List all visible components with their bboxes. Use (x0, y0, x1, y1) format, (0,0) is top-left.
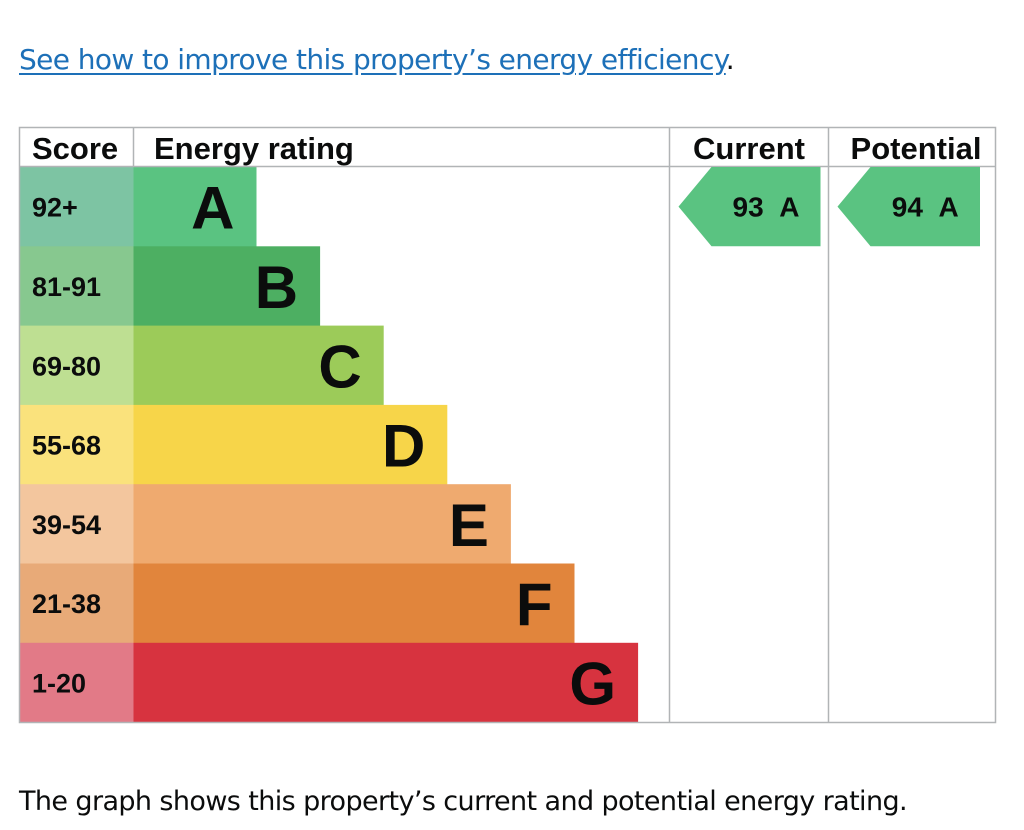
score-cell-g (19, 642, 134, 723)
score-label-c: 69-80 (32, 351, 101, 381)
band-letter-b: B (255, 254, 298, 321)
score-label-g: 1-20 (32, 668, 86, 698)
header-energy-rating: Energy rating (154, 131, 354, 166)
current-rating-label: 93 A (733, 192, 800, 223)
score-label-b: 81-91 (32, 272, 101, 302)
band-bar-b (133, 246, 321, 327)
energy-rating-chart: 92+ A81-91 B69-80 C55-68 D39-54 E21-38 F1-20 G … (18, 126, 997, 724)
score-cell-e (19, 484, 134, 564)
band-letter-g: G (569, 650, 616, 717)
band-bar-a (133, 167, 257, 247)
band-letter-d: D (382, 413, 425, 480)
score-cell-d (19, 404, 134, 485)
header-potential: Potential (851, 131, 982, 166)
band-bar-f (133, 563, 575, 644)
chart-headers: Score Energy rating Current Potential (32, 131, 981, 166)
score-label-f: 21-38 (32, 589, 101, 619)
score-cell-c (19, 325, 134, 406)
band-bar-e (133, 484, 511, 564)
potential-rating-label: 94 A (892, 192, 959, 223)
improve-efficiency-line: See how to improve this property’s energ… (19, 40, 735, 80)
current-rating-arrow (678, 167, 821, 247)
score-cell-a (19, 167, 134, 247)
potential-rating-arrow (837, 167, 980, 247)
score-cell-b (19, 246, 134, 327)
band-bar-d (133, 404, 448, 485)
score-label-e: 39-54 (32, 510, 101, 540)
score-label-a: 92+ (32, 193, 78, 223)
score-cell-f (19, 563, 134, 644)
band-letter-a: A (191, 175, 234, 242)
rating-bands: 92+ A 81-91 B 69-80 C 55-68 D 39-54 E 21-38 F 1-20 G (19, 167, 639, 723)
score-label-d: 55-68 (32, 431, 101, 461)
band-bar-g (133, 642, 639, 723)
band-letter-c: C (318, 333, 361, 400)
chart-grid (18, 126, 997, 724)
chart-caption: The graph shows this property’s current … (19, 786, 908, 817)
band-letter-e: E (449, 492, 489, 559)
rating-pointers: 93 A 94 A (678, 167, 980, 247)
band-letter-f: F (516, 571, 553, 638)
band-bar-c (133, 325, 384, 406)
header-current: Current (693, 131, 805, 166)
improve-efficiency-link[interactable]: See how to improve this property’s energ… (19, 43, 726, 76)
header-score: Score (32, 131, 118, 166)
improve-link-period: . (725, 43, 735, 76)
